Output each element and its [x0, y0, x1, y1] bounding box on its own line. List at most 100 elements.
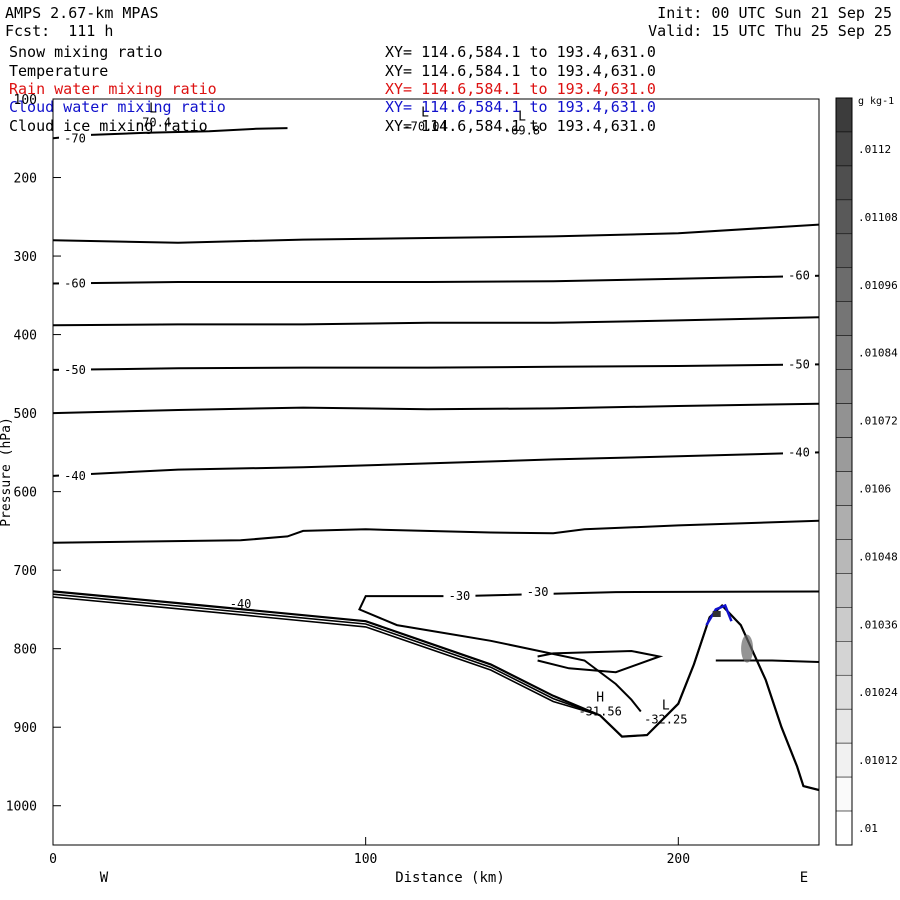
contour-label-bg — [521, 585, 554, 600]
contour-label-bg — [443, 589, 476, 604]
colorbar-bin — [835, 539, 853, 574]
isotherm-line — [537, 649, 664, 674]
contour-label-bg — [783, 445, 815, 460]
snow-shading — [741, 634, 754, 663]
forecast-hour: Fcst: 111 h — [5, 22, 113, 40]
colorbar-bin — [835, 97, 853, 133]
colorbar-bin — [835, 607, 853, 642]
colorbar-bin — [835, 641, 853, 676]
isotherm-label: -60 — [788, 269, 810, 283]
y-tick-label: 1000 — [6, 800, 37, 815]
extremum-kind: L — [518, 109, 526, 124]
colorbar-unit: g kg-1 — [858, 96, 894, 107]
colorbar-frame — [835, 97, 853, 846]
init-time: Init: 00 UTC Sun 21 Sep 25 — [657, 4, 892, 22]
colorbar-bin — [835, 708, 853, 744]
direction-west: W — [100, 870, 109, 886]
y-tick-label: 400 — [14, 329, 37, 344]
y-tick-label: 200 — [14, 172, 37, 187]
isotherm-label: -30 — [449, 589, 471, 603]
colorbar-bin — [835, 335, 853, 370]
y-tick-label: 300 — [14, 250, 37, 265]
field-name-cloud-water: Cloud water mixing ratio — [9, 98, 226, 116]
y-tick-label: 900 — [14, 721, 37, 736]
colorbar-bin — [835, 810, 853, 846]
colorbar-tick-label: .0106 — [858, 482, 891, 495]
isotherm-label: -50 — [788, 357, 810, 371]
colorbar-bin — [835, 233, 853, 269]
valid-time: Valid: 15 UTC Thu 25 Sep 25 — [648, 22, 892, 40]
colorbar-bin — [835, 674, 853, 710]
isotherm-line — [53, 402, 819, 415]
isotherm-line — [53, 363, 819, 371]
terrain-line — [53, 593, 819, 791]
x-tick-label: 200 — [667, 852, 690, 867]
terrain-contour-label: -40 — [230, 597, 252, 611]
snow-shading — [712, 610, 721, 617]
isotherm-line — [53, 316, 819, 327]
colorbar-tick-label: .01036 — [858, 618, 898, 631]
extremum-value: -32.25 — [644, 712, 687, 726]
contour-label-bg — [59, 276, 91, 291]
y-tick-label: 100 — [14, 93, 37, 108]
isotherm-label: -70 — [64, 131, 86, 145]
field-name-rain: Rain water mixing ratio — [9, 80, 217, 98]
field-xy-cloud-water: XY= 114.6,584.1 to 193.4,631.0 — [385, 98, 656, 116]
isotherm-label: -50 — [64, 363, 86, 377]
extremum-value: -70.04 — [403, 119, 446, 133]
isotherm-line — [53, 519, 819, 544]
terrain-line — [53, 596, 819, 791]
field-xy-temperature: XY= 114.6,584.1 to 193.4,631.0 — [385, 62, 656, 80]
isotherm-label: -60 — [64, 277, 86, 291]
x-tick-label: 100 — [354, 852, 377, 867]
colorbar-bin — [835, 131, 853, 167]
field-name-cloud-ice: Cloud ice mixing ratio — [9, 117, 208, 135]
colorbar: .0112 .01108 .01096 .01084 .01072 .0106 .01048… — [835, 96, 898, 846]
isotherm-label: -40 — [64, 469, 86, 483]
extremum-kind: H — [596, 691, 604, 706]
colorbar-bin — [835, 742, 853, 778]
x-axis-label: Distance (km) — [395, 870, 505, 886]
colorbar-bin — [835, 776, 853, 812]
contour-label-bg — [783, 268, 815, 283]
colorbar-bin — [835, 199, 853, 235]
colorbar-bin — [835, 301, 853, 336]
colorbar-bin — [835, 471, 853, 506]
y-axis-label: Pressure (hPa) — [0, 417, 14, 527]
direction-east: E — [800, 870, 808, 886]
field-xy-rain: XY= 114.6,584.1 to 193.4,631.0 — [385, 80, 656, 98]
extremum-kind: L — [662, 698, 670, 713]
y-tick-label: 700 — [14, 564, 37, 579]
colorbar-bin — [835, 573, 853, 608]
colorbar-tick-label: .01012 — [858, 754, 898, 767]
isotherm-line — [53, 223, 819, 244]
colorbar-bin — [835, 165, 853, 201]
field-name-temperature: Temperature — [9, 62, 109, 80]
extremum-kind: L — [149, 102, 157, 117]
field-xy-snow: XY= 114.6,584.1 to 193.4,631.0 — [385, 43, 656, 61]
colorbar-bin — [835, 403, 853, 438]
model-title: AMPS 2.67-km MPAS — [5, 4, 159, 22]
y-tick-label: 500 — [14, 407, 37, 422]
extremum-value: -70.4 — [135, 116, 171, 130]
isotherm-line — [358, 590, 819, 713]
terrain-line — [53, 590, 819, 792]
colorbar-tick-label: .01072 — [858, 415, 898, 428]
colorbar-tick-label: .01084 — [858, 347, 898, 360]
colorbar-bin — [835, 437, 853, 472]
contour-label-bg — [783, 357, 815, 372]
colorbar-tick-label: .01048 — [858, 550, 898, 563]
field-xy-cloud-ice: XY= 114.6,584.1 to 193.4,631.0 — [385, 117, 656, 135]
contour-label-bg — [59, 468, 91, 483]
extremum-value: -69.8 — [504, 123, 540, 137]
cloud-water-contour — [705, 603, 733, 626]
x-tick-label: 0 — [49, 852, 57, 867]
colorbar-bin — [835, 369, 853, 404]
extremum-value: -31.56 — [578, 705, 621, 719]
colorbar-tick-label: .01096 — [858, 279, 898, 292]
contour-label-bg — [59, 362, 91, 377]
plot-frame — [52, 98, 820, 846]
colorbar-bin — [835, 505, 853, 540]
isotherm-label: -40 — [788, 445, 810, 459]
